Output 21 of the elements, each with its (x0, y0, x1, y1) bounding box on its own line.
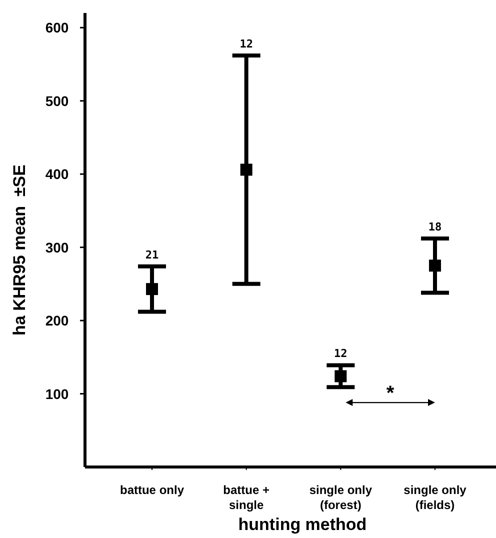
x-tick-label: battue only (120, 483, 184, 497)
x-tick-label: battue + single (223, 483, 270, 512)
x-axis-title: hunting method (238, 515, 367, 534)
point (429, 260, 441, 272)
annotation: 21 (145, 248, 159, 262)
y-tick-label: 300 (45, 239, 69, 256)
annotation: * (386, 382, 394, 405)
x-tick-label: single only (forest) (309, 483, 372, 512)
y-tick-label: 500 (45, 92, 69, 109)
annotation: 18 (428, 220, 442, 234)
annotation: 12 (334, 347, 348, 360)
point (240, 164, 252, 176)
point (334, 370, 347, 382)
y-tick-label: 100 (45, 386, 69, 402)
x-tick-label: single only (fields) (404, 483, 467, 512)
annotation: 12 (240, 37, 253, 50)
y-tick-label: 400 (45, 166, 69, 182)
y-axis-title: ha KHR95 mean ±SE (10, 164, 29, 336)
y-tick-label: 200 (45, 312, 69, 329)
y-tick-label: 600 (45, 20, 69, 36)
point (146, 283, 158, 296)
